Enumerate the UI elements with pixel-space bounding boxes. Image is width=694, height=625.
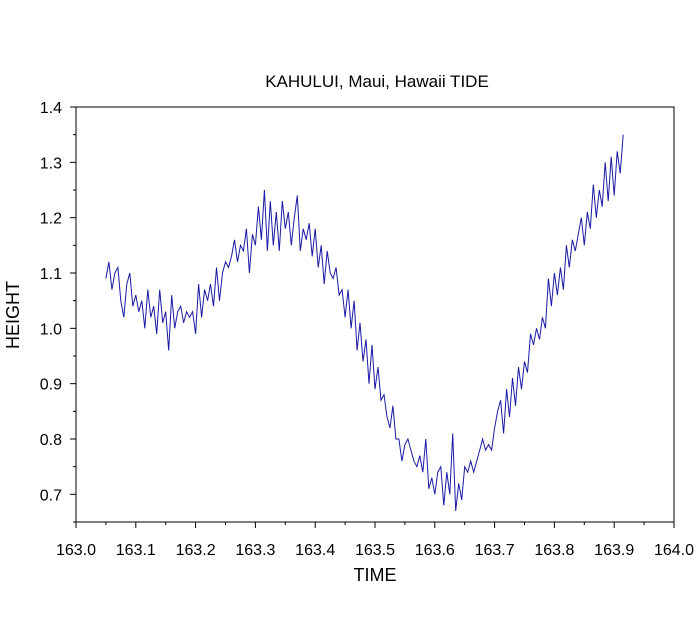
x-axis: 163.0 163.1 163.2 163.3 163.4 163.5 163.6 163.7…	[56, 522, 694, 559]
y-tick-label: 1.2	[40, 211, 62, 228]
y-axis-title: HEIGHT	[3, 281, 23, 349]
x-tick-label: 163.2	[176, 542, 216, 559]
x-tick-label: 163.9	[594, 542, 634, 559]
y-tick-label: 0.7	[40, 487, 62, 504]
x-tick-label: 163.8	[534, 542, 574, 559]
y-tick-label: 1.0	[40, 321, 62, 338]
y-tick-label: 1.1	[40, 266, 62, 283]
x-tick-label: 163.0	[56, 542, 96, 559]
x-tick-label: 163.4	[295, 542, 335, 559]
x-tick-label: 163.3	[235, 542, 275, 559]
chart-title: KAHULUI, Maui, Hawaii TIDE	[265, 72, 489, 91]
y-tick-label: 1.3	[40, 155, 62, 172]
x-tick-label: 163.5	[355, 542, 395, 559]
series-line-0	[105, 134, 624, 511]
y-axis: 0.7 0.8 0.9 1.0 1.1 1.2 1.3 1.4	[40, 100, 76, 523]
x-tick-label: 163.1	[116, 542, 156, 559]
series-layer	[105, 134, 624, 511]
y-tick-label: 0.8	[40, 432, 62, 449]
x-tick-label: 163.7	[475, 542, 515, 559]
x-tick-label: 163.6	[415, 542, 455, 559]
y-tick-label: 0.9	[40, 377, 62, 394]
y-tick-label: 1.4	[40, 100, 62, 117]
x-tick-label: 164.0	[654, 542, 694, 559]
x-axis-title: TIME	[354, 565, 397, 585]
